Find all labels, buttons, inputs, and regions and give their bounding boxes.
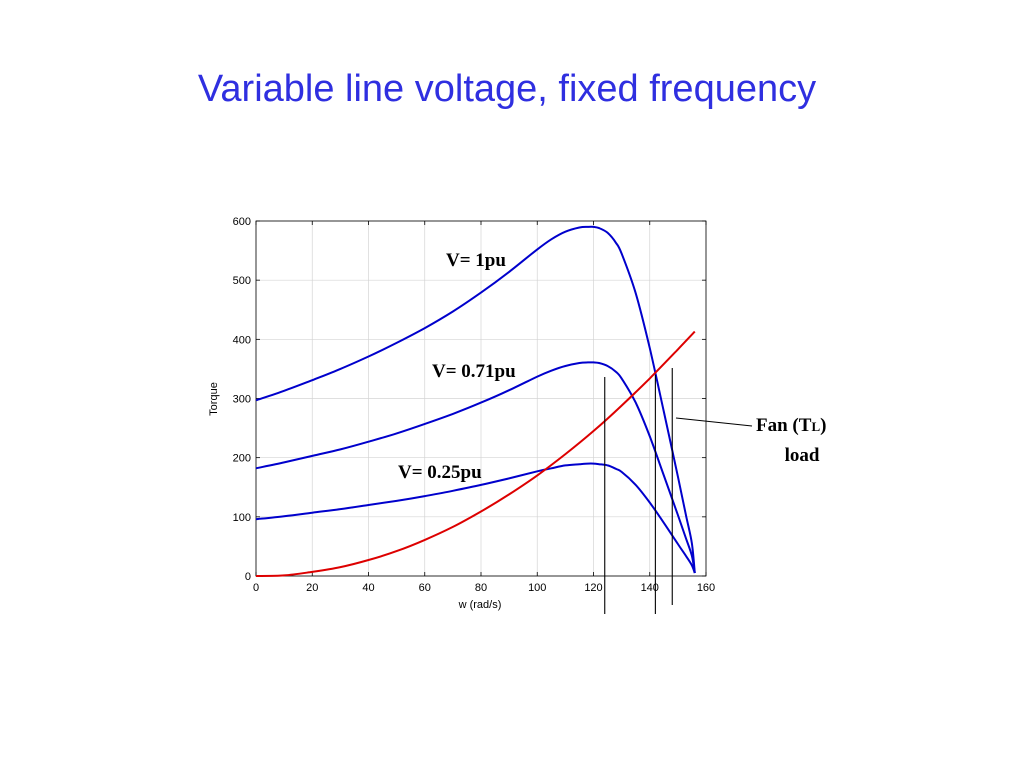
y-tick-label: 400	[233, 334, 251, 346]
y-tick-label: 300	[233, 394, 251, 406]
x-axis-label: w (rad/s)	[458, 599, 502, 611]
fan-load-label-text: Fan (T	[756, 415, 812, 436]
label-v-025pu: V= 0.25pu	[398, 462, 482, 483]
x-tick-label: 20	[306, 582, 318, 594]
fan-load-label-subscript: L	[811, 419, 820, 434]
x-tick-label: 100	[528, 582, 546, 594]
y-tick-label: 200	[233, 453, 251, 465]
operating-point-markers	[604, 368, 673, 614]
x-tick-label: 120	[584, 582, 602, 594]
x-tick-label: 160	[697, 582, 715, 594]
fan-load-label-line2: load	[785, 445, 820, 466]
slide-title: Variable line voltage, fixed frequency	[197, 68, 817, 110]
label-v-1pu: V= 1pu	[446, 250, 506, 271]
x-tick-label: 60	[419, 582, 431, 594]
series-line-v-1pu	[255, 225, 696, 574]
x-tick-label: 80	[475, 582, 487, 594]
fan-load-label-suffix: )	[820, 415, 826, 436]
grid-layer	[255, 220, 707, 577]
y-tick-label: 100	[233, 512, 251, 524]
x-tick-label: 0	[253, 582, 259, 594]
fan-load-leader-line	[675, 417, 753, 427]
y-tick-label: 500	[233, 275, 251, 287]
series-line-v-0-25pu	[255, 462, 696, 574]
series-line-v-0-71pu	[255, 361, 696, 574]
y-axis-label: Torque	[208, 382, 220, 416]
series-line-fan-tl-load	[255, 330, 696, 577]
x-tick-label: 140	[641, 582, 659, 594]
y-tick-label: 600	[233, 216, 251, 228]
fan-load-label: Fan (TL)	[756, 415, 826, 436]
y-tick-label: 0	[245, 571, 251, 583]
label-v-071pu: V= 0.71pu	[432, 361, 516, 382]
x-tick-label: 40	[362, 582, 374, 594]
tick-layer: 0 20 40 60 80 100 120 140 160 0 100 200 300 400 500 600	[233, 216, 716, 594]
series-layer	[255, 225, 696, 577]
